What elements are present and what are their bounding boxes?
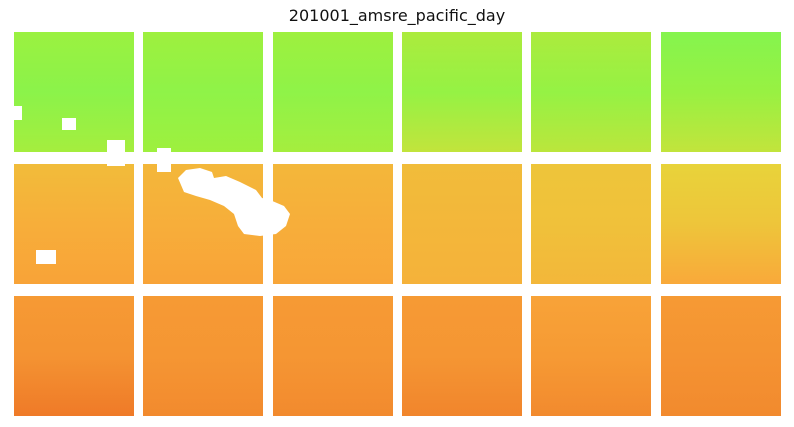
tile-r3-c4 — [402, 296, 522, 416]
tile-r3-c1 — [14, 296, 134, 416]
tile-r3-c3 — [273, 296, 393, 416]
tile-r2-c4 — [402, 164, 522, 284]
tile-r1-c4 — [402, 32, 522, 152]
tile-r3-c5 — [531, 296, 651, 416]
tile-r1-c5 — [531, 32, 651, 152]
tile-r3-c2 — [143, 296, 263, 416]
tile-r1-c3 — [273, 32, 393, 152]
tile-r2-c1 — [14, 164, 134, 284]
tile-r2-c3 — [273, 164, 393, 284]
figure-title: 201001_amsre_pacific_day — [288, 6, 506, 25]
tile-r1-c2 — [143, 32, 263, 152]
tile-r1-c6 — [661, 32, 781, 152]
tile-r1-c1 — [14, 32, 134, 152]
tile-r2-c5 — [531, 164, 651, 284]
missing-data-land-mask — [14, 106, 290, 264]
tile-r3-c6 — [661, 296, 781, 416]
tile-r2-c6 — [661, 164, 781, 284]
